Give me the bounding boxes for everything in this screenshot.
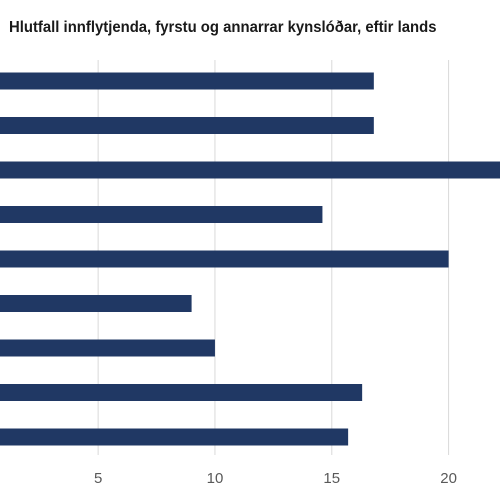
bar-1 [0,72,374,90]
x-tick-label-5: 5 [94,470,102,487]
bar-8 [0,384,363,401]
x-tick-label-10: 10 [207,470,224,487]
chart-title: Hlutfall innflytjenda, fyrstu og annarra… [9,19,437,36]
bar-3 [0,161,500,179]
x-tick-label-15: 15 [323,470,340,487]
bar-9 [0,428,349,446]
bar-4 [0,206,323,223]
bar-2 [0,117,374,134]
bar-7 [0,339,215,357]
bar-5 [0,250,449,268]
bar-6 [0,295,192,312]
x-tick-label-20: 20 [440,470,457,487]
